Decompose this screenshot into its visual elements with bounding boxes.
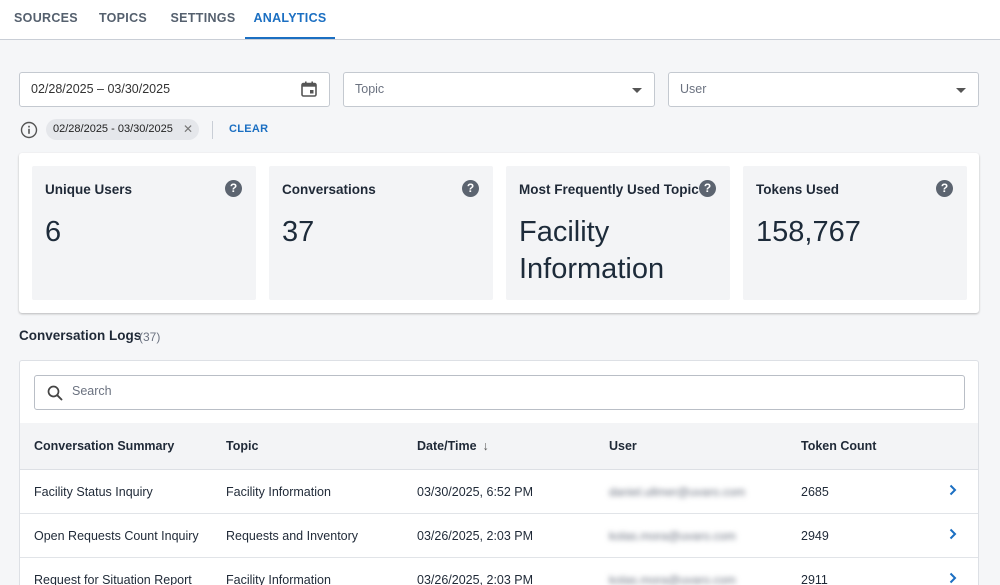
tab-analytics[interactable]: ANALYTICS — [245, 0, 335, 39]
stat-card-unique-users: Unique Users ? 6 — [32, 166, 256, 300]
clear-filters-button[interactable]: CLEAR — [229, 123, 269, 135]
cell-datetime: 03/26/2025, 2:03 PM — [417, 529, 534, 543]
cell-topic: Facility Information — [226, 485, 331, 499]
cell-topic: Requests and Inventory — [226, 529, 359, 543]
user-select-placeholder: User — [680, 82, 707, 96]
help-icon[interactable]: ? — [699, 180, 716, 197]
stats-panel: Unique Users ? 6 Conversations ? 37 Most… — [19, 153, 979, 313]
table-row[interactable]: Facility Status Inquiry Facility Informa… — [20, 470, 978, 514]
conversation-logs-panel: Conversation Summary Topic Date/Time ↓ Us… — [19, 360, 979, 585]
stat-label: Most Frequently Used Topic — [519, 182, 699, 197]
topic-select[interactable]: Topic — [343, 72, 655, 107]
tab-settings[interactable]: SETTINGS — [170, 11, 236, 25]
cell-summary: Request for Situation Report — [34, 573, 192, 585]
cell-token-count: 2685 — [801, 485, 829, 499]
sort-arrow-down-icon[interactable]: ↓ — [482, 439, 489, 453]
stat-value: 37 — [282, 216, 315, 248]
help-icon[interactable]: ? — [936, 180, 953, 197]
logs-count-badge: (37) — [139, 330, 161, 344]
calendar-icon[interactable] — [300, 80, 318, 103]
chevron-right-icon[interactable] — [948, 483, 958, 502]
stat-card-top-topic: Most Frequently Used Topic ? Facility In… — [506, 166, 730, 300]
tab-sources[interactable]: SOURCES — [14, 11, 78, 25]
date-filter-chip-label: 02/28/2025 - 03/30/2025 — [53, 123, 173, 135]
date-range-value: 02/28/2025 – 03/30/2025 — [31, 82, 171, 96]
top-tab-bar: SOURCES TOPICS SETTINGS ANALYTICS — [0, 0, 1000, 40]
cell-user: kolas.mora@uvaro.com — [609, 529, 736, 543]
cell-summary: Facility Status Inquiry — [34, 485, 153, 499]
search-input[interactable] — [72, 384, 932, 398]
column-header-user[interactable]: User — [609, 439, 637, 453]
cell-user: kolas.mora@uvaro.com — [609, 573, 736, 585]
date-filter-chip: 02/28/2025 - 03/30/2025 ✕ — [46, 119, 199, 140]
dropdown-caret-icon — [632, 88, 642, 93]
info-icon[interactable] — [20, 121, 38, 144]
column-header-topic[interactable]: Topic — [226, 439, 259, 453]
column-header-summary[interactable]: Conversation Summary — [34, 439, 175, 453]
stat-card-tokens-used: Tokens Used ? 158,767 — [743, 166, 967, 300]
column-header-token-count[interactable]: Token Count — [801, 439, 877, 453]
chevron-right-icon[interactable] — [948, 571, 958, 585]
column-header-datetime[interactable]: Date/Time ↓ — [417, 439, 489, 453]
divider — [212, 121, 213, 139]
cell-summary: Open Requests Count Inquiry — [34, 529, 199, 543]
table-row[interactable]: Request for Situation Report Facility In… — [20, 558, 978, 585]
help-icon[interactable]: ? — [225, 180, 242, 197]
table-row[interactable]: Open Requests Count Inquiry Requests and… — [20, 514, 978, 558]
cell-user: daniel.ullmer@uvaro.com — [609, 485, 746, 499]
column-header-datetime-label: Date/Time — [417, 439, 477, 453]
cell-token-count: 2949 — [801, 529, 829, 543]
user-select[interactable]: User — [668, 72, 979, 107]
stat-value: 158,767 — [756, 216, 861, 248]
stat-value: 6 — [45, 216, 62, 248]
close-icon[interactable]: ✕ — [182, 122, 193, 136]
cell-token-count: 2911 — [801, 573, 828, 585]
stat-value: Facility Information — [519, 216, 665, 285]
table-header: Conversation Summary Topic Date/Time ↓ Us… — [20, 423, 978, 470]
stat-card-conversations: Conversations ? 37 — [269, 166, 493, 300]
stat-label: Tokens Used — [756, 182, 840, 197]
cell-topic: Facility Information — [226, 573, 331, 585]
topic-select-placeholder: Topic — [355, 82, 385, 96]
help-icon[interactable]: ? — [462, 180, 479, 197]
tab-topics[interactable]: TOPICS — [98, 11, 148, 25]
section-title: Conversation Logs — [19, 328, 142, 343]
stat-label: Conversations — [282, 182, 376, 197]
chevron-right-icon[interactable] — [948, 527, 958, 546]
date-range-field[interactable]: 02/28/2025 – 03/30/2025 — [19, 72, 330, 107]
cell-datetime: 03/30/2025, 6:52 PM — [417, 485, 534, 499]
search-box — [34, 375, 965, 410]
cell-datetime: 03/26/2025, 2:03 PM — [417, 573, 534, 585]
stat-label: Unique Users — [45, 182, 133, 197]
search-icon — [47, 385, 63, 406]
dropdown-caret-icon — [956, 88, 966, 93]
